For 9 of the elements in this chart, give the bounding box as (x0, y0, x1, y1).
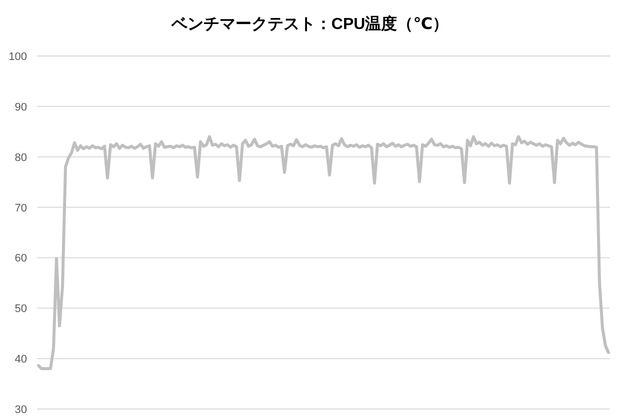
title: ベンチマークテスト：CPU温度（℃） (171, 16, 449, 33)
y-tick-label: 70 (14, 202, 27, 214)
y-tick-label: 60 (14, 252, 27, 265)
y-tick-label: 30 (14, 404, 27, 416)
y-tick-label: 40 (14, 354, 27, 366)
y-tick-label: 80 (14, 152, 27, 164)
y-tick-label: 100 (8, 51, 27, 63)
y-tick-label: 90 (14, 101, 27, 114)
y-tick-label: 50 (14, 303, 27, 316)
